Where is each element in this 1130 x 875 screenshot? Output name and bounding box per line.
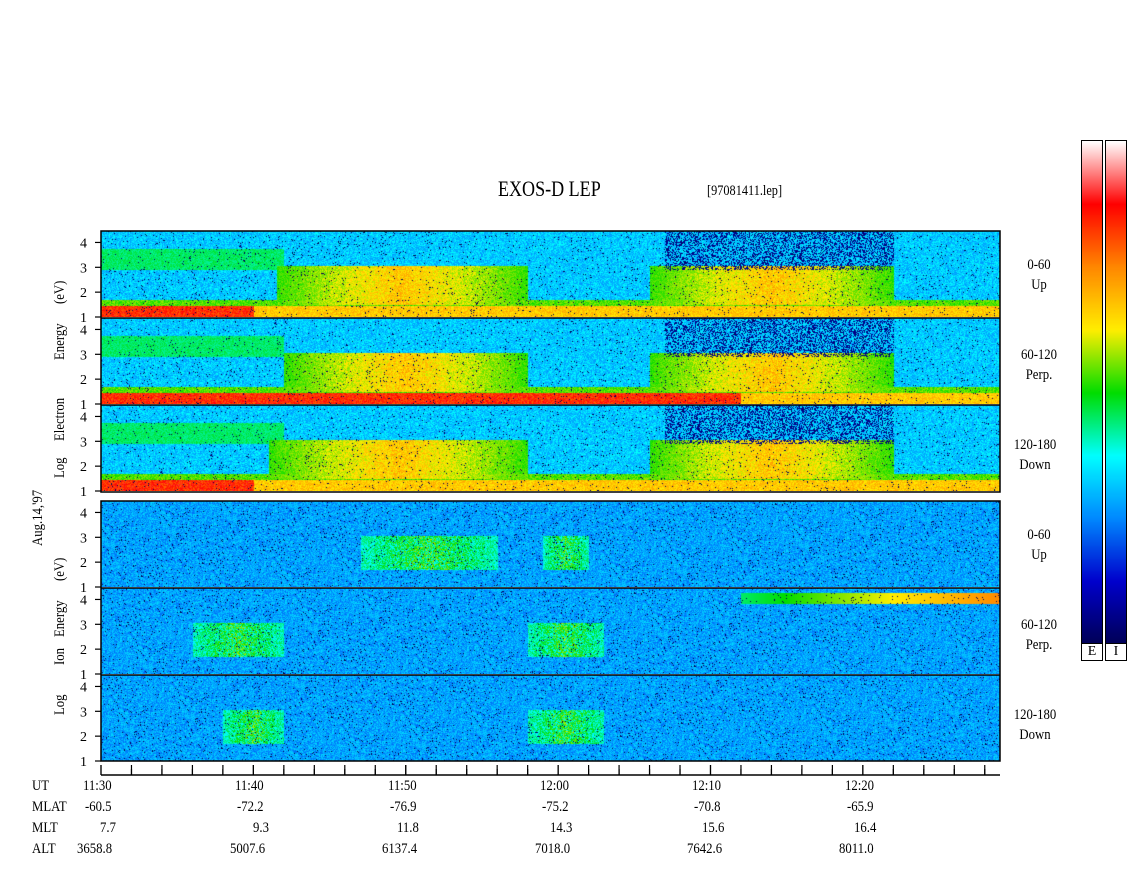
ion-axis-label-2: Ion bbox=[52, 648, 68, 665]
time-label: 11:50 bbox=[387, 778, 417, 794]
y-tick-label: 2 bbox=[80, 556, 87, 571]
ion-axis-label-4: (eV) bbox=[52, 557, 68, 581]
ion-up-spectrogram bbox=[101, 501, 1000, 587]
colorbar-electron bbox=[1081, 140, 1103, 645]
ephemeris-row-label: UT bbox=[32, 778, 49, 794]
ephemeris-mlat-value: -70.8 bbox=[694, 799, 722, 815]
y-tick-label: 3 bbox=[80, 261, 87, 276]
angle-label-e-up: 0-60 Up bbox=[1027, 257, 1051, 293]
electron-perp-spectrogram bbox=[101, 318, 1000, 404]
ion-axis-label-1: Log bbox=[52, 694, 68, 715]
date-label: Aug.14,'97 bbox=[30, 489, 46, 546]
electron-up-spectrogram bbox=[101, 231, 1000, 317]
ephemeris-mlat-value: -76.9 bbox=[389, 799, 417, 815]
angle-label-e-down: 120-180 Down bbox=[1013, 437, 1057, 473]
y-tick-label: 2 bbox=[80, 373, 87, 388]
y-tick-label: 1 bbox=[80, 398, 87, 413]
time-label: 12:20 bbox=[844, 778, 874, 794]
angle-label-i-up: 0-60 Up bbox=[1027, 527, 1051, 563]
y-tick-label: 3 bbox=[80, 531, 87, 546]
electron-axis-label-3: Energy bbox=[52, 323, 68, 360]
ephemeris-mlt-value: 16.4 bbox=[854, 820, 877, 836]
ephemeris-alt-value: 8011.0 bbox=[839, 841, 874, 857]
y-tick-label: 3 bbox=[80, 618, 87, 633]
ephemeris-alt-value: 7018.0 bbox=[534, 841, 570, 857]
ion-axis-label-3: Energy bbox=[52, 600, 68, 637]
electron-axis-label-1: Log bbox=[52, 457, 68, 478]
y-tick-label: 1 bbox=[80, 485, 87, 500]
y-tick-label: 3 bbox=[80, 435, 87, 450]
electron-axis-label-4: (eV) bbox=[52, 280, 68, 304]
ephemeris-mlat-value: -60.5 bbox=[85, 799, 112, 815]
y-tick-label: 1 bbox=[80, 755, 87, 770]
y-tick-label: 1 bbox=[80, 668, 87, 683]
colorbar-electron-label: E bbox=[1081, 643, 1103, 661]
time-label: 12:00 bbox=[540, 778, 570, 794]
y-tick-label: 2 bbox=[80, 460, 87, 475]
ephemeris-mlat-value: -65.9 bbox=[846, 799, 874, 815]
ephemeris-mlat-value: -72.2 bbox=[237, 799, 264, 815]
ephemeris-mlt-value: 11.8 bbox=[397, 820, 420, 836]
y-tick-label: 1 bbox=[80, 311, 87, 326]
y-tick-label: 3 bbox=[80, 705, 87, 720]
y-tick-label: 2 bbox=[80, 643, 87, 658]
ephemeris-mlt-value: 7.7 bbox=[100, 820, 117, 836]
y-tick-label: 3 bbox=[80, 348, 87, 363]
angle-label-i-down: 120-180 Down bbox=[1013, 707, 1057, 743]
ephemeris-mlt-value: 15.6 bbox=[702, 820, 725, 836]
y-tick-label: 1 bbox=[80, 581, 87, 596]
y-tick-label: 2 bbox=[80, 730, 87, 745]
ion-down-spectrogram bbox=[101, 675, 1000, 761]
ephemeris-mlt-value: 14.3 bbox=[549, 820, 573, 836]
colorbar-ion bbox=[1105, 140, 1127, 645]
ephemeris-row-label: MLAT bbox=[32, 799, 67, 815]
time-label: 11:40 bbox=[235, 778, 264, 794]
y-tick-label: 4 bbox=[80, 236, 87, 251]
y-tick-label: 4 bbox=[80, 323, 87, 338]
electron-down-spectrogram bbox=[101, 405, 1000, 491]
angle-label-e-perp: 60-120 Perp. bbox=[1020, 347, 1058, 383]
ephemeris-alt-value: 7642.6 bbox=[686, 841, 722, 857]
ephemeris-mlt-value: 9.3 bbox=[252, 820, 269, 836]
time-label: 11:30 bbox=[83, 778, 112, 794]
angle-label-i-perp: 60-120 Perp. bbox=[1020, 617, 1058, 653]
chart-title: EXOS-D LEP bbox=[498, 176, 601, 201]
y-tick-label: 4 bbox=[80, 593, 87, 608]
y-tick-label: 4 bbox=[80, 506, 87, 521]
colorbar-ion-label: I bbox=[1105, 643, 1127, 661]
file-label: [97081411.lep] bbox=[707, 183, 783, 199]
electron-frame bbox=[100, 230, 1001, 493]
ephemeris-alt-value: 3658.8 bbox=[77, 841, 113, 857]
ephemeris-alt-value: 6137.4 bbox=[382, 841, 418, 857]
ion-perp-spectrogram bbox=[101, 588, 1000, 674]
y-tick-label: 4 bbox=[80, 680, 87, 695]
ion-frame bbox=[100, 500, 1001, 762]
electron-axis-label-2: Electron bbox=[52, 397, 68, 441]
ephemeris-alt-value: 5007.6 bbox=[229, 841, 265, 857]
ephemeris-mlat-value: -75.2 bbox=[542, 799, 569, 815]
ephemeris-row-label: ALT bbox=[32, 841, 56, 857]
y-tick-label: 2 bbox=[80, 286, 87, 301]
time-label: 12:10 bbox=[692, 778, 722, 794]
y-tick-label: 4 bbox=[80, 410, 87, 425]
ephemeris-row-label: MLT bbox=[32, 820, 58, 836]
